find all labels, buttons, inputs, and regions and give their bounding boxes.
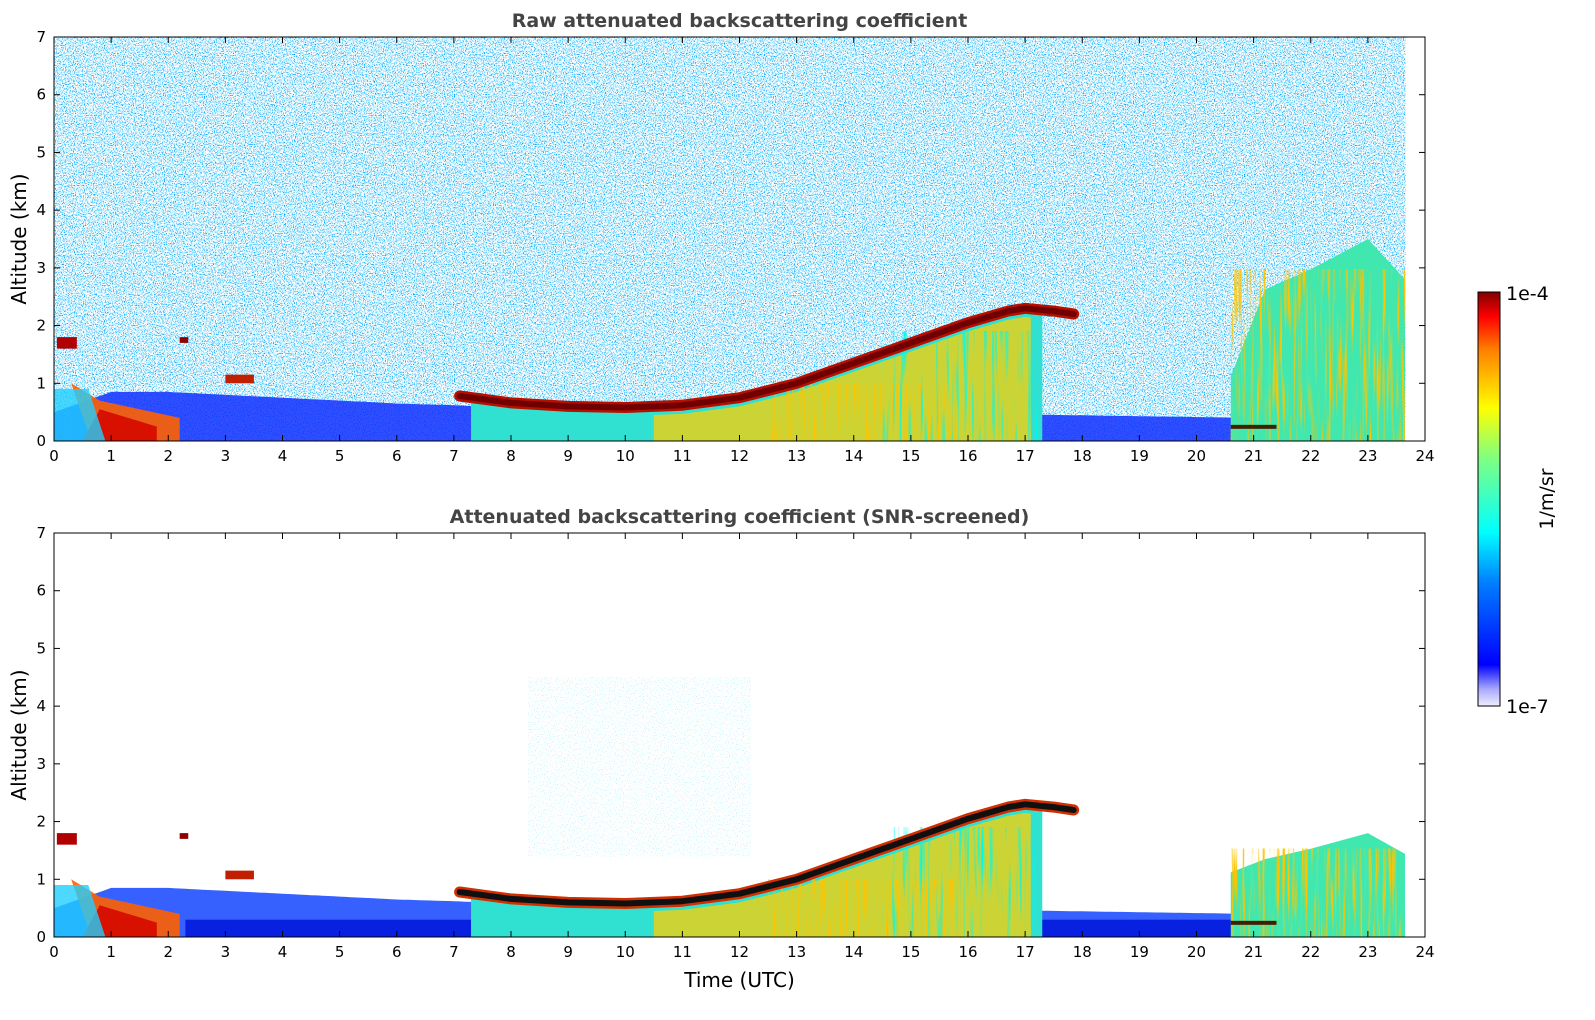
x-tick-label: 24 — [1415, 447, 1434, 465]
x-tick-label: 1 — [106, 943, 116, 961]
x-tick-label: 2 — [163, 943, 173, 961]
cloud-layer-core — [456, 801, 1077, 907]
x-tick-label: 5 — [335, 447, 345, 465]
noise-layer-light — [54, 37, 1406, 441]
x-tick-label: 4 — [278, 943, 288, 961]
x-tick-label: 8 — [506, 943, 516, 961]
y-tick-label: 1 — [36, 374, 46, 392]
x-tick-label: 16 — [958, 943, 977, 961]
y-tick-label: 3 — [36, 755, 46, 773]
x-tick-label: 7 — [449, 447, 459, 465]
evening-low-cloud — [1230, 424, 1277, 429]
small-cloud — [225, 870, 254, 880]
colorbar-min-label: 1e-7 — [1506, 696, 1549, 718]
morning-residual — [54, 389, 106, 441]
x-tick-label: 9 — [563, 943, 573, 961]
x-tick-label: 0 — [49, 943, 59, 961]
y-axis-label: Altitude (km) — [7, 669, 31, 800]
x-tick-label: 3 — [221, 447, 231, 465]
y-tick-label: 7 — [36, 28, 46, 46]
x-tick-label: 24 — [1415, 943, 1434, 961]
x-tick-label: 3 — [221, 943, 231, 961]
x-tick-label: 20 — [1187, 943, 1206, 961]
x-tick-label: 23 — [1358, 447, 1377, 465]
x-tick-label: 10 — [616, 943, 635, 961]
y-tick-label: 0 — [36, 432, 46, 450]
x-axis-label: Time (UTC) — [683, 968, 795, 992]
small-cloud — [225, 374, 254, 384]
morning-residual — [54, 885, 106, 937]
x-tick-label: 17 — [1016, 943, 1035, 961]
x-tick-label: 5 — [335, 943, 345, 961]
cloud-layer-core — [456, 305, 1077, 411]
x-tick-label: 9 — [563, 447, 573, 465]
x-tick-label: 10 — [616, 447, 635, 465]
y-axis-label: Altitude (km) — [7, 173, 31, 304]
panel-title: Raw attenuated backscattering coefficien… — [512, 10, 968, 32]
x-tick-label: 13 — [787, 447, 806, 465]
colorbar-gradient — [1477, 291, 1501, 707]
x-tick-label: 19 — [1130, 943, 1149, 961]
tiny-cloud — [179, 833, 189, 839]
x-tick-label: 12 — [730, 943, 749, 961]
early-cloud — [56, 833, 77, 845]
y-tick-label: 2 — [36, 813, 46, 831]
plot-area — [54, 677, 1406, 937]
panel-title: Attenuated backscattering coefficient (S… — [450, 506, 1030, 528]
plot-area — [54, 37, 1406, 441]
sparse-speckle — [528, 677, 751, 857]
x-tick-label: 12 — [730, 447, 749, 465]
x-tick-label: 14 — [844, 943, 863, 961]
tiny-cloud — [179, 337, 189, 343]
y-tick-label: 5 — [36, 639, 46, 657]
early-cloud — [56, 337, 77, 349]
colorbar-unit-label: 1/m/sr — [1536, 468, 1558, 529]
x-tick-label: 21 — [1244, 943, 1263, 961]
y-tick-label: 6 — [36, 582, 46, 600]
x-tick-label: 15 — [901, 447, 920, 465]
x-tick-label: 2 — [163, 447, 173, 465]
x-tick-label: 6 — [392, 943, 402, 961]
x-tick-label: 18 — [1073, 943, 1092, 961]
y-tick-label: 4 — [36, 697, 46, 715]
colorbar: 1e-4 1e-7 1/m/sr — [1477, 283, 1558, 718]
x-tick-label: 4 — [278, 447, 288, 465]
y-tick-label: 6 — [36, 86, 46, 104]
x-tick-label: 0 — [49, 447, 59, 465]
x-tick-label: 22 — [1301, 943, 1320, 961]
x-tick-label: 6 — [392, 447, 402, 465]
x-tick-label: 18 — [1073, 447, 1092, 465]
y-tick-label: 5 — [36, 143, 46, 161]
evening-low-cloud — [1230, 920, 1277, 925]
x-tick-label: 11 — [673, 943, 692, 961]
y-tick-label: 2 — [36, 317, 46, 335]
y-tick-label: 0 — [36, 928, 46, 946]
y-tick-label: 7 — [36, 524, 46, 542]
x-tick-label: 11 — [673, 447, 692, 465]
x-tick-label: 16 — [958, 447, 977, 465]
x-tick-label: 13 — [787, 943, 806, 961]
x-tick-label: 23 — [1358, 943, 1377, 961]
panel-2: 0 1 2 3 4 5 6 7 8 9 10 11 12 13 14 15 16 17 18 19 20 21 22 23 24… — [7, 506, 1435, 992]
y-tick-label: 3 — [36, 259, 46, 277]
x-tick-label: 19 — [1130, 447, 1149, 465]
x-tick-label: 7 — [449, 943, 459, 961]
x-tick-label: 8 — [506, 447, 516, 465]
x-tick-label: 22 — [1301, 447, 1320, 465]
x-tick-label: 1 — [106, 447, 116, 465]
x-tick-label: 17 — [1016, 447, 1035, 465]
x-tick-label: 15 — [901, 943, 920, 961]
x-tick-label: 20 — [1187, 447, 1206, 465]
colorbar-max-label: 1e-4 — [1506, 283, 1549, 305]
y-tick-label: 4 — [36, 201, 46, 219]
panels: 0 1 2 3 4 5 6 7 8 9 10 11 12 13 14 15 16 17 18 19 20 21 22 23 24… — [7, 10, 1435, 992]
evening-streaks — [1230, 269, 1406, 441]
panel-1: 0 1 2 3 4 5 6 7 8 9 10 11 12 13 14 15 16 17 18 19 20 21 22 23 24… — [7, 10, 1435, 465]
y-tick-label: 1 — [36, 870, 46, 888]
x-tick-label: 21 — [1244, 447, 1263, 465]
x-tick-label: 14 — [844, 447, 863, 465]
